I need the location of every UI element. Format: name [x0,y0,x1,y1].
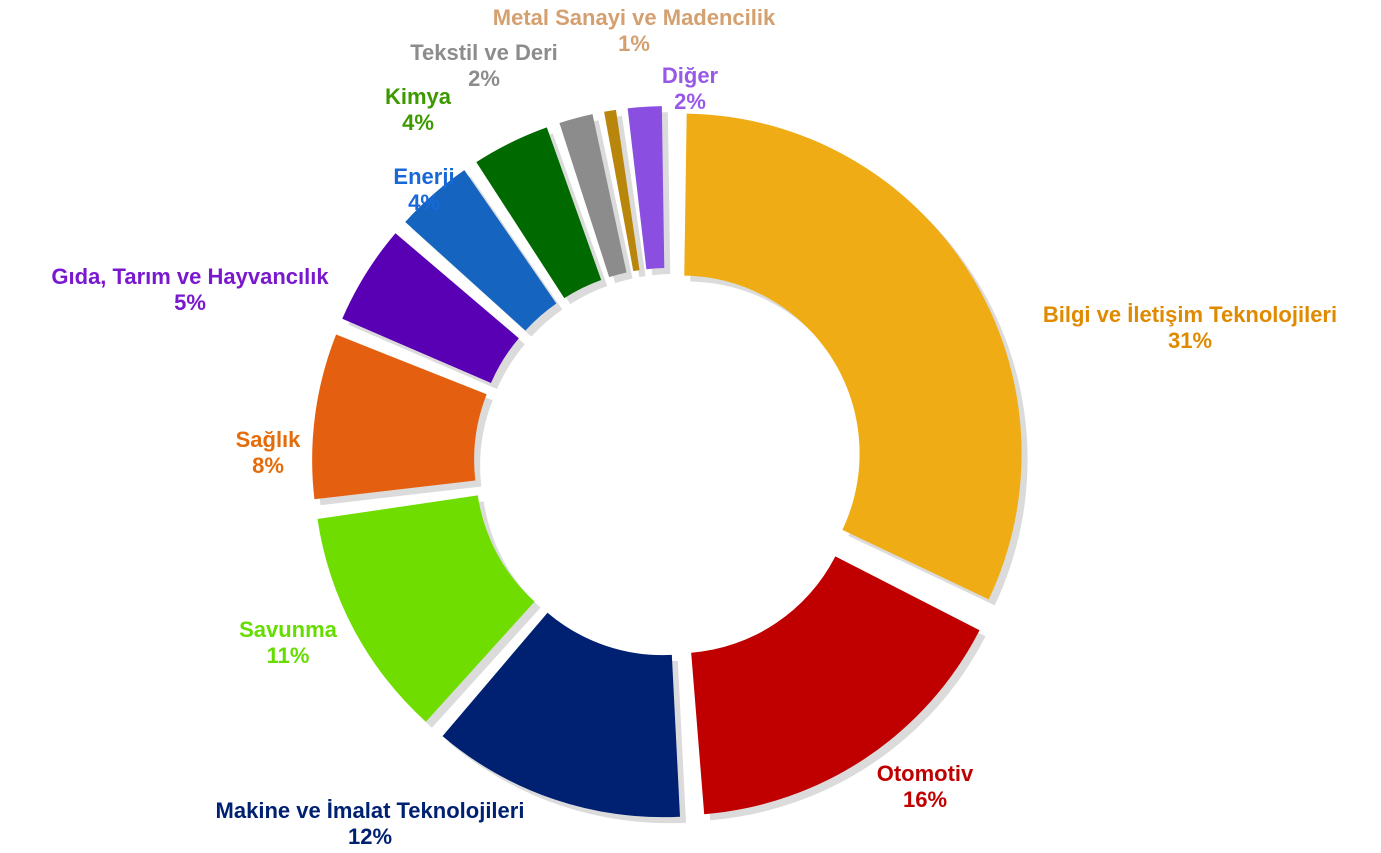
slice-label-makine-ve-i-malat-teknolojileri: Makine ve İmalat Teknolojileri [216,798,525,823]
slice-otomotiv [691,556,980,815]
slice-label-gida-tarim-ve-hayvancilik: Gıda, Tarım ve Hayvancılık [51,264,329,289]
slice-value-label-bilgi-ve-i-letisim-teknolojileri: 31% [1168,328,1212,353]
slice-savunma [317,495,535,722]
slice-value-label-metal-sanayi-ve-madencilik: 1% [618,31,650,56]
slice-saglik [312,334,487,500]
slice-makine-ve-i-malat-teknolojileri [442,612,680,818]
slice-enerji [405,170,557,331]
slice-value-label-kimya: 4% [402,110,434,135]
slice-bilgi-ve-i-letisim-teknolojileri [684,113,1022,600]
slice-label-metal-sanayi-ve-madencilik: Metal Sanayi ve Madencilik [493,5,776,30]
slice-value-label-tekstil-ve-deri: 2% [468,66,500,91]
slice-label-saglik: Sağlık [236,427,302,452]
slice-value-label-diger: 2% [674,89,706,114]
slice-metal-sanayi-ve-madencilik [604,109,640,272]
slice-value-label-otomotiv: 16% [903,787,947,812]
slice-value-label-savunma: 11% [267,643,310,668]
slice-value-label-gida-tarim-ve-hayvancilik: 5% [174,290,206,315]
slice-gida-tarim-ve-hayvancilik [342,233,519,383]
slice-label-tekstil-ve-deri: Tekstil ve Deri [410,40,558,65]
slice-tekstil-ve-deri [559,114,627,278]
slices [312,106,1022,818]
slice-value-label-makine-ve-i-malat-teknolojileri: 12% [348,824,392,849]
slice-label-bilgi-ve-i-letisim-teknolojileri: Bilgi ve İletişim Teknolojileri [1043,302,1337,327]
slice-label-savunma: Savunma [239,617,338,642]
slice-kimya [476,127,602,299]
slice-diger [627,106,665,270]
slice-label-kimya: Kimya [385,84,452,109]
slice-label-diger: Diğer [662,63,719,88]
slice-label-otomotiv: Otomotiv [877,761,974,786]
slice-value-label-saglik: 8% [252,453,284,478]
slice-label-enerji: Enerji [393,164,454,189]
slice-value-label-enerji: 4% [408,190,440,215]
